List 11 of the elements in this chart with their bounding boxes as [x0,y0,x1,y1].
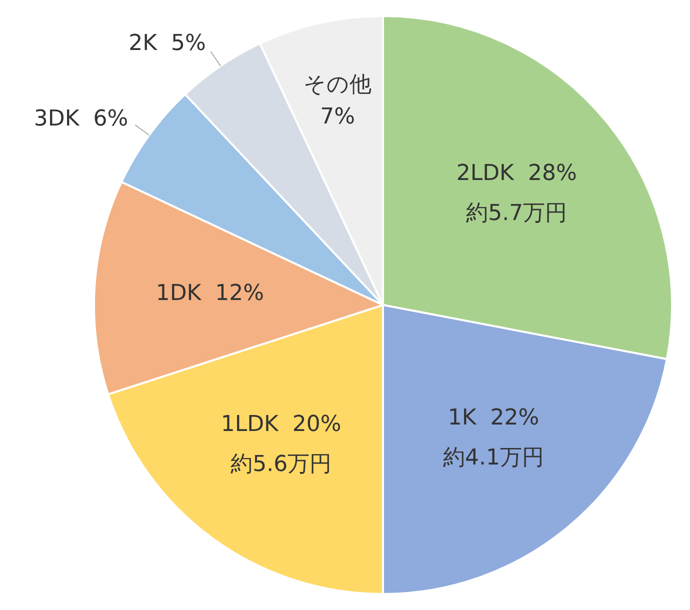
slice-label: 1LDK 20% [220,412,342,437]
slice-label: 1DK 12% [156,280,264,306]
slice-label: 2K 5% [128,31,206,56]
text: 約4.1万円 [443,445,544,470]
text: 約5.6万円 [230,452,332,477]
slice-label: 1K 22% [448,405,540,430]
slice-label: その他 [304,72,372,98]
slice-label: 2LDK 28% [456,161,577,186]
data-label: 7% [320,104,356,130]
text: 約5.7万円 [466,201,568,226]
slice-label: 3DK 6% [34,106,128,132]
